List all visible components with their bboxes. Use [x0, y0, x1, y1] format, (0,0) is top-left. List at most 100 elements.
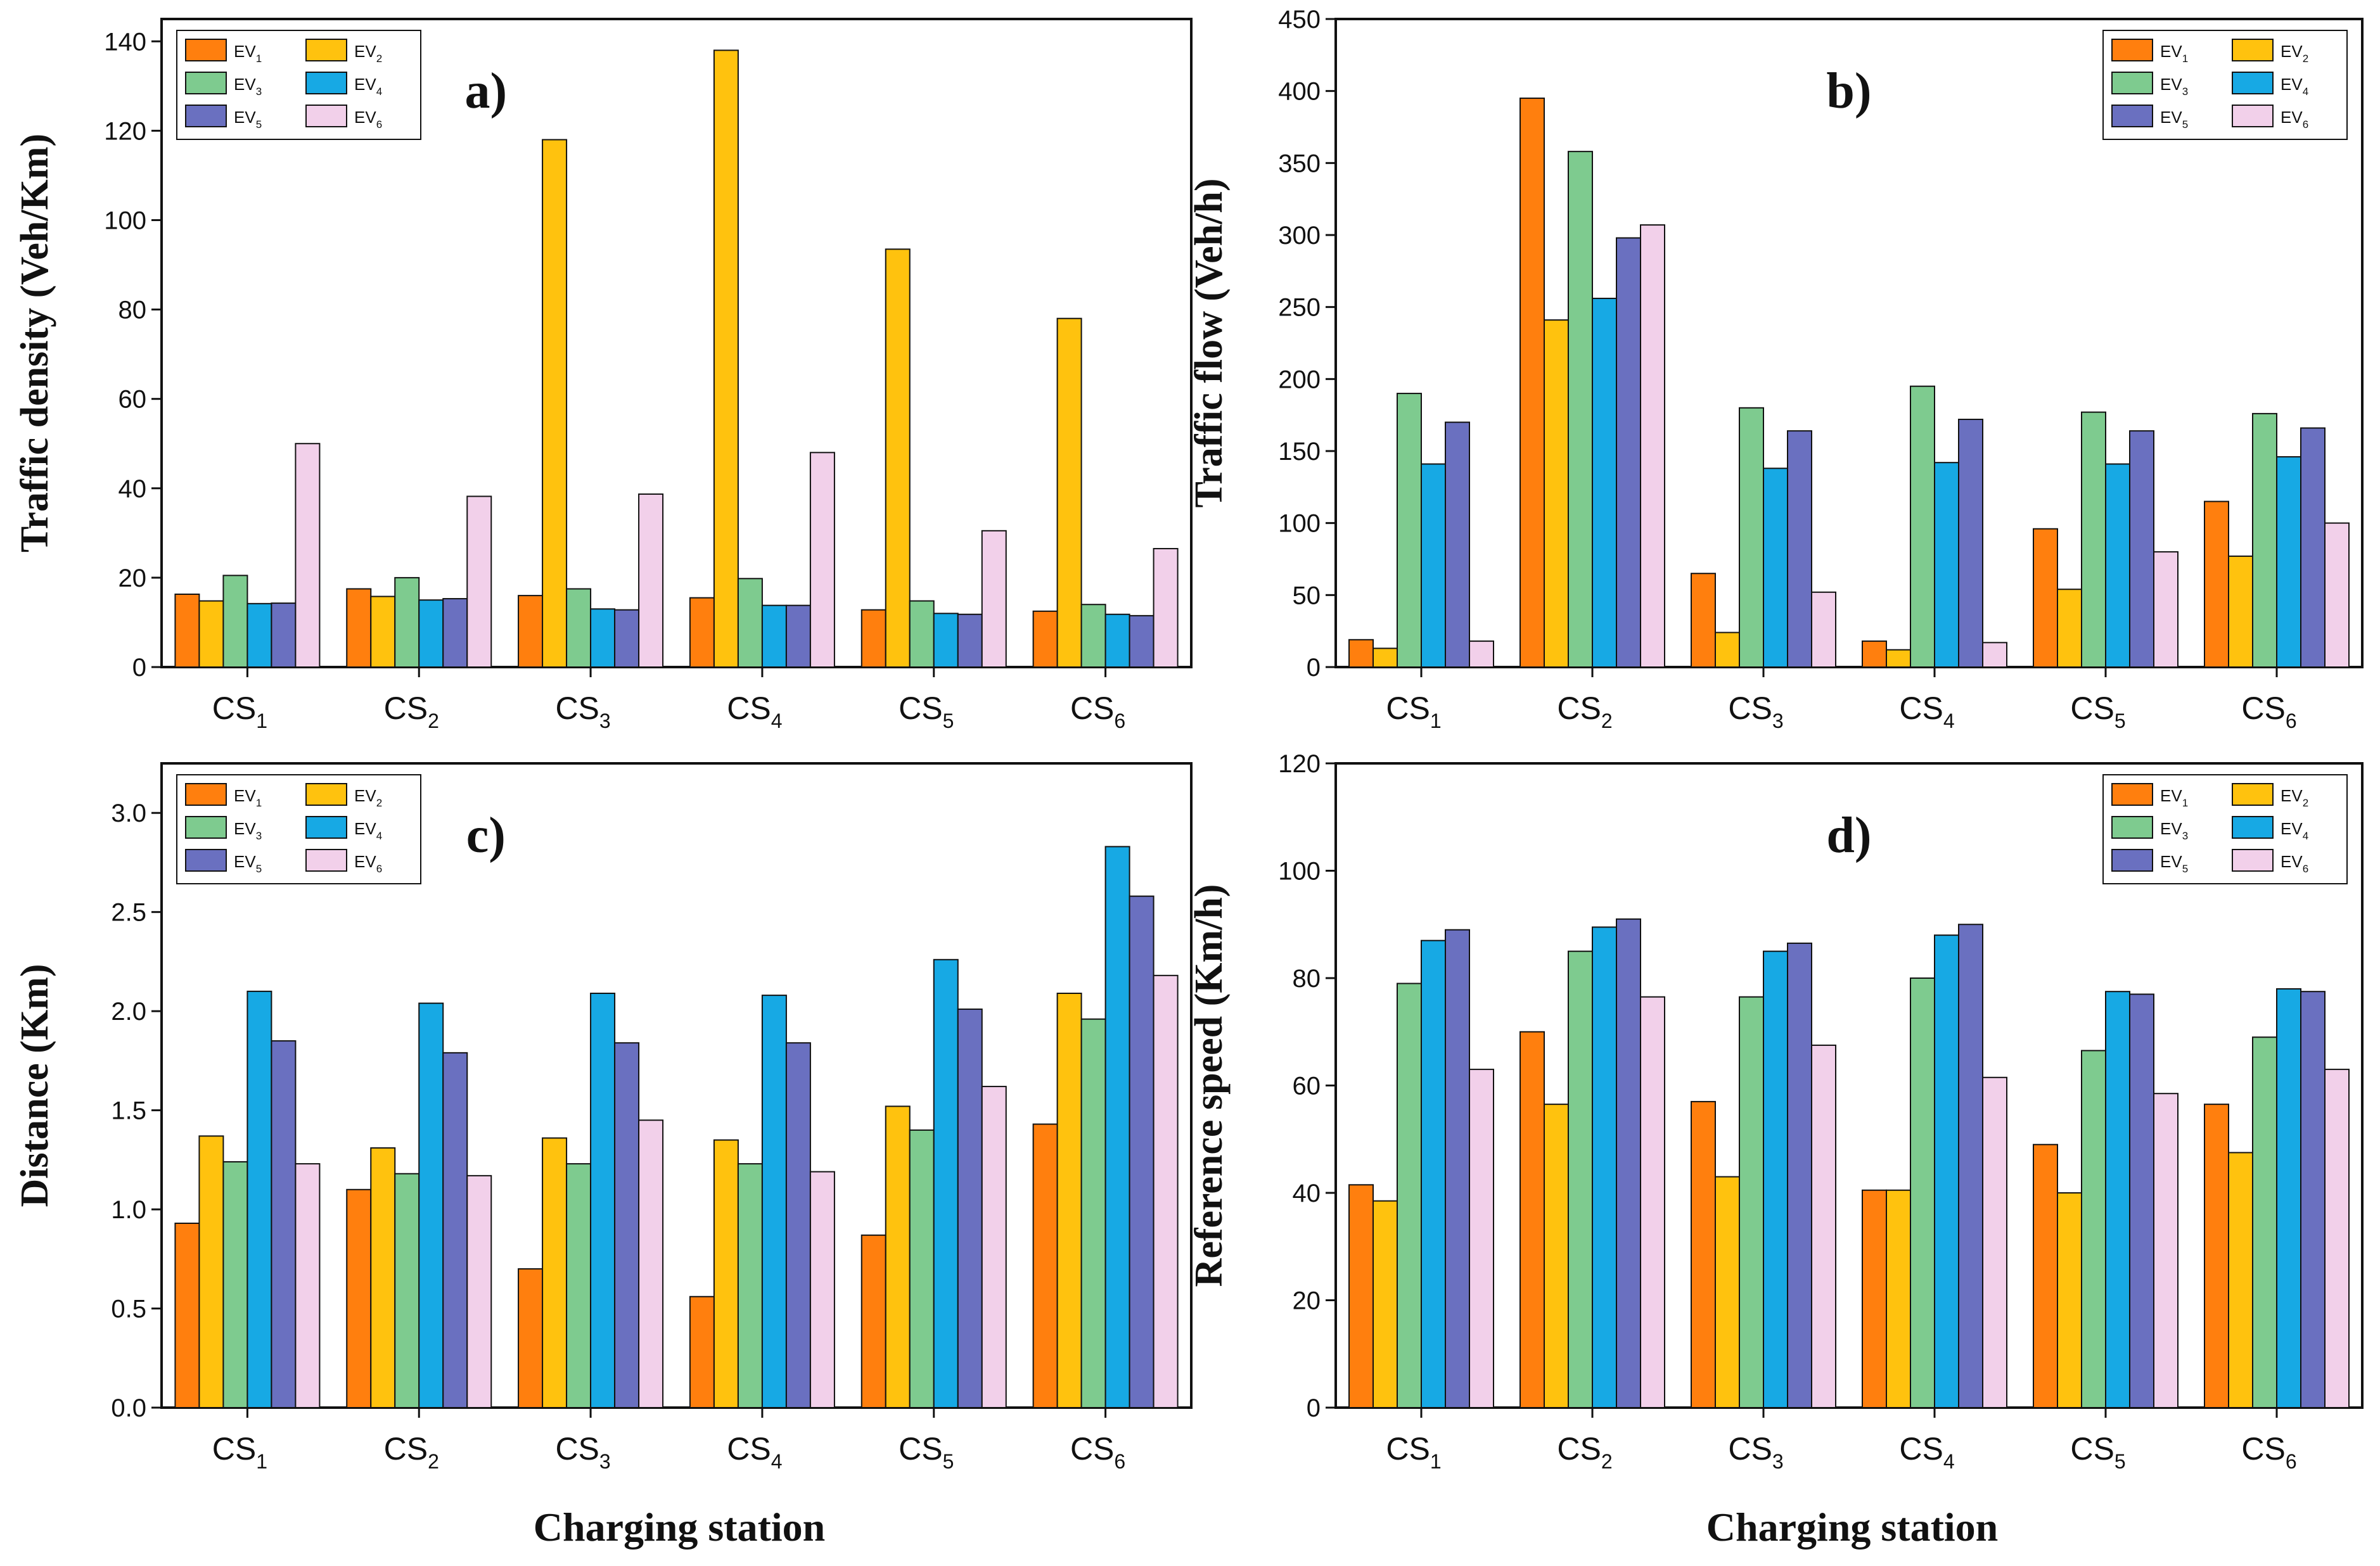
legend-swatch-ev3 [2111, 72, 2153, 94]
bar-ev1-cs6 [1032, 1123, 1058, 1409]
x-tick-label-cs2: CS2 [384, 691, 439, 732]
bar-ev4-cs2 [1592, 298, 1617, 668]
bar-ev2-cs5 [885, 1105, 911, 1408]
bar-ev3-cs3 [566, 1163, 592, 1408]
bar-ev2-cs2 [1544, 319, 1569, 668]
y-tick-label: 40 [118, 475, 147, 503]
y-tick-label: 100 [104, 207, 146, 234]
bar-ev4-cs6 [1104, 613, 1130, 668]
bar-ev4-cs1 [246, 602, 272, 668]
y-tick-label: 80 [1293, 965, 1321, 993]
legend-label-ev5: EV5 [2160, 852, 2188, 875]
bar-ev3-cs4 [737, 578, 763, 668]
x-tick-label-cs4: CS4 [727, 691, 782, 732]
y-tick-label: 200 [1278, 366, 1321, 393]
y-tick-label: 60 [1293, 1073, 1321, 1100]
panel-letter: d) [1826, 808, 1871, 863]
bar-ev4-cs4 [1934, 462, 1959, 668]
bar-ev1-cs1 [1348, 1184, 1374, 1408]
x-tick-label-cs6: CS6 [2241, 691, 2296, 732]
legend-label-ev3: EV3 [2160, 75, 2188, 98]
x-tick-label-cs1: CS1 [212, 1431, 267, 1473]
bar-ev3-cs2 [394, 1173, 420, 1408]
bar-ev5-cs6 [2300, 427, 2326, 668]
bar-ev6-cs5 [2153, 1093, 2178, 1409]
bar-ev5-cs6 [1129, 614, 1155, 668]
bar-ev4-cs2 [418, 1002, 444, 1409]
bar-ev2-cs1 [198, 1135, 224, 1409]
x-tick-label-cs5: CS5 [2070, 691, 2125, 732]
bar-ev6-cs2 [466, 1174, 492, 1408]
y-tick-label: 400 [1278, 78, 1321, 106]
plot-frame [160, 762, 1193, 1409]
bar-ev1-cs5 [2033, 1143, 2058, 1408]
bar-ev3-cs6 [2252, 412, 2277, 668]
legend-label-ev2: EV2 [354, 42, 382, 65]
plot-frame [160, 18, 1193, 668]
bar-ev5-cs3 [1787, 430, 1812, 668]
x-tick-label-cs6: CS6 [2241, 1431, 2296, 1473]
bar-ev2-cs4 [713, 49, 739, 668]
legend-swatch-ev6 [305, 849, 347, 872]
bar-ev3-cs6 [1080, 1018, 1106, 1408]
x-tick-label-cs2: CS2 [1557, 1431, 1612, 1473]
y-tick-label: 350 [1278, 150, 1321, 177]
bar-ev1-cs2 [346, 588, 372, 668]
legend-label-ev5: EV5 [2160, 108, 2188, 130]
legend-label-ev3: EV3 [234, 75, 262, 98]
legend-swatch-ev2 [2232, 783, 2274, 806]
legend-swatch-ev6 [305, 105, 347, 127]
bar-ev2-cs6 [2228, 1152, 2253, 1408]
legend-swatch-ev1 [2111, 39, 2153, 61]
bar-ev6-cs6 [2324, 1069, 2350, 1408]
bar-ev4-cs5 [2105, 991, 2130, 1408]
bar-ev6-cs1 [1469, 1069, 1494, 1408]
legend-swatch-ev4 [305, 816, 347, 839]
bar-ev6-cs5 [981, 1086, 1007, 1408]
bar-ev3-cs4 [1910, 385, 1935, 668]
bar-ev2-cs6 [1056, 992, 1082, 1408]
bar-ev2-cs3 [542, 139, 568, 668]
bar-ev6-cs1 [295, 1163, 321, 1408]
bar-ev3-cs4 [737, 1163, 763, 1408]
y-tick-label: 150 [1278, 438, 1321, 466]
bar-ev5-cs6 [1129, 895, 1155, 1408]
bar-ev2-cs2 [1544, 1104, 1569, 1408]
y-tick-label: 300 [1278, 222, 1321, 250]
bar-ev5-cs1 [271, 1040, 297, 1408]
bar-ev4-cs5 [933, 613, 959, 668]
y-tick-label: 100 [1278, 510, 1321, 538]
bar-ev6-cs2 [1640, 224, 1665, 668]
bar-ev6-cs6 [1153, 548, 1179, 668]
bar-ev2-cs6 [2228, 555, 2253, 668]
x-axis-title-right: Charging station [1706, 1505, 1999, 1550]
legend-label-ev4: EV4 [354, 75, 382, 98]
bar-ev1-cs4 [689, 597, 715, 668]
panel-letter: c) [466, 808, 506, 863]
y-tick-label: 20 [1293, 1287, 1321, 1315]
bar-ev3-cs3 [1739, 996, 1764, 1408]
bar-ev4-cs3 [590, 608, 616, 668]
legend-swatch-ev5 [185, 849, 227, 872]
bar-ev1-cs1 [174, 1222, 200, 1409]
x-tick-label-cs4: CS4 [1899, 1431, 1954, 1473]
x-tick-label-cs4: CS4 [1899, 691, 1954, 732]
bar-ev3-cs1 [1397, 983, 1422, 1408]
chart-panel-3: 0.0 0.5 1.0 1.5 2.0 2.5 3.0 Distance (Km) CS1 CS2… [13, 762, 1193, 1473]
legend-label-ev6: EV6 [2281, 852, 2308, 875]
x-tick-label-cs2: CS2 [1557, 691, 1612, 732]
x-tick-label-cs4: CS4 [727, 1431, 782, 1473]
bar-ev2-cs5 [2057, 589, 2082, 668]
bar-ev1-cs5 [861, 609, 886, 668]
bar-ev6-cs3 [1811, 591, 1836, 668]
x-tick-label-cs3: CS3 [1728, 1431, 1783, 1473]
bar-ev5-cs5 [2129, 993, 2154, 1409]
y-tick-label: 0.5 [111, 1295, 146, 1323]
bar-ev2-cs5 [2057, 1192, 2082, 1408]
legend-swatch-ev5 [2111, 849, 2153, 872]
legend-swatch-ev1 [185, 783, 227, 806]
bar-ev2-cs2 [370, 595, 396, 668]
bar-ev5-cs4 [785, 1042, 811, 1408]
legend-label-ev2: EV2 [2281, 42, 2308, 65]
y-tick-label: 1.0 [111, 1196, 146, 1224]
